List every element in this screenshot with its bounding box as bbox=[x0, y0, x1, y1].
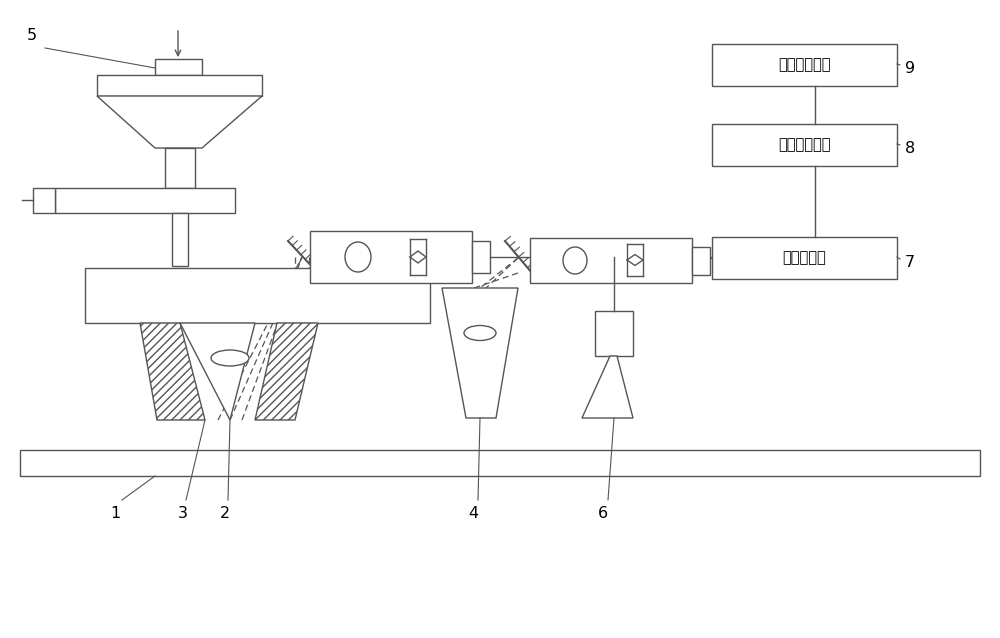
Bar bbox=[472, 241, 490, 273]
Bar bbox=[712, 124, 897, 166]
Polygon shape bbox=[582, 356, 633, 418]
Polygon shape bbox=[180, 323, 255, 420]
Text: 8: 8 bbox=[905, 141, 915, 156]
Polygon shape bbox=[255, 323, 318, 420]
Ellipse shape bbox=[464, 325, 496, 341]
Ellipse shape bbox=[563, 247, 587, 274]
Polygon shape bbox=[97, 96, 262, 148]
Text: 2: 2 bbox=[220, 506, 230, 521]
Bar bbox=[165, 148, 195, 188]
Text: 7: 7 bbox=[905, 255, 915, 270]
Bar bbox=[172, 213, 188, 266]
Text: 4: 4 bbox=[468, 506, 478, 521]
Bar bbox=[692, 247, 710, 275]
Bar bbox=[85, 268, 430, 323]
Text: 5: 5 bbox=[27, 28, 37, 43]
Text: 9: 9 bbox=[905, 61, 915, 76]
Bar bbox=[33, 188, 55, 213]
Bar bbox=[20, 450, 980, 476]
Text: 应力仿真模块: 应力仿真模块 bbox=[778, 138, 831, 152]
Polygon shape bbox=[140, 323, 205, 420]
Bar bbox=[712, 237, 897, 279]
Text: 温度控制器: 温度控制器 bbox=[783, 251, 826, 265]
Ellipse shape bbox=[211, 350, 249, 366]
Bar bbox=[595, 311, 633, 356]
Ellipse shape bbox=[345, 242, 371, 272]
Bar bbox=[712, 44, 897, 86]
Text: 3: 3 bbox=[178, 506, 188, 521]
Text: 应力检测模块: 应力检测模块 bbox=[778, 57, 831, 73]
Bar bbox=[155, 59, 202, 75]
Bar bbox=[55, 188, 235, 213]
Bar bbox=[310, 231, 472, 283]
Text: 6: 6 bbox=[598, 506, 608, 521]
Polygon shape bbox=[442, 288, 518, 418]
Bar bbox=[97, 75, 262, 96]
Text: 1: 1 bbox=[110, 506, 120, 521]
Bar bbox=[530, 238, 692, 283]
